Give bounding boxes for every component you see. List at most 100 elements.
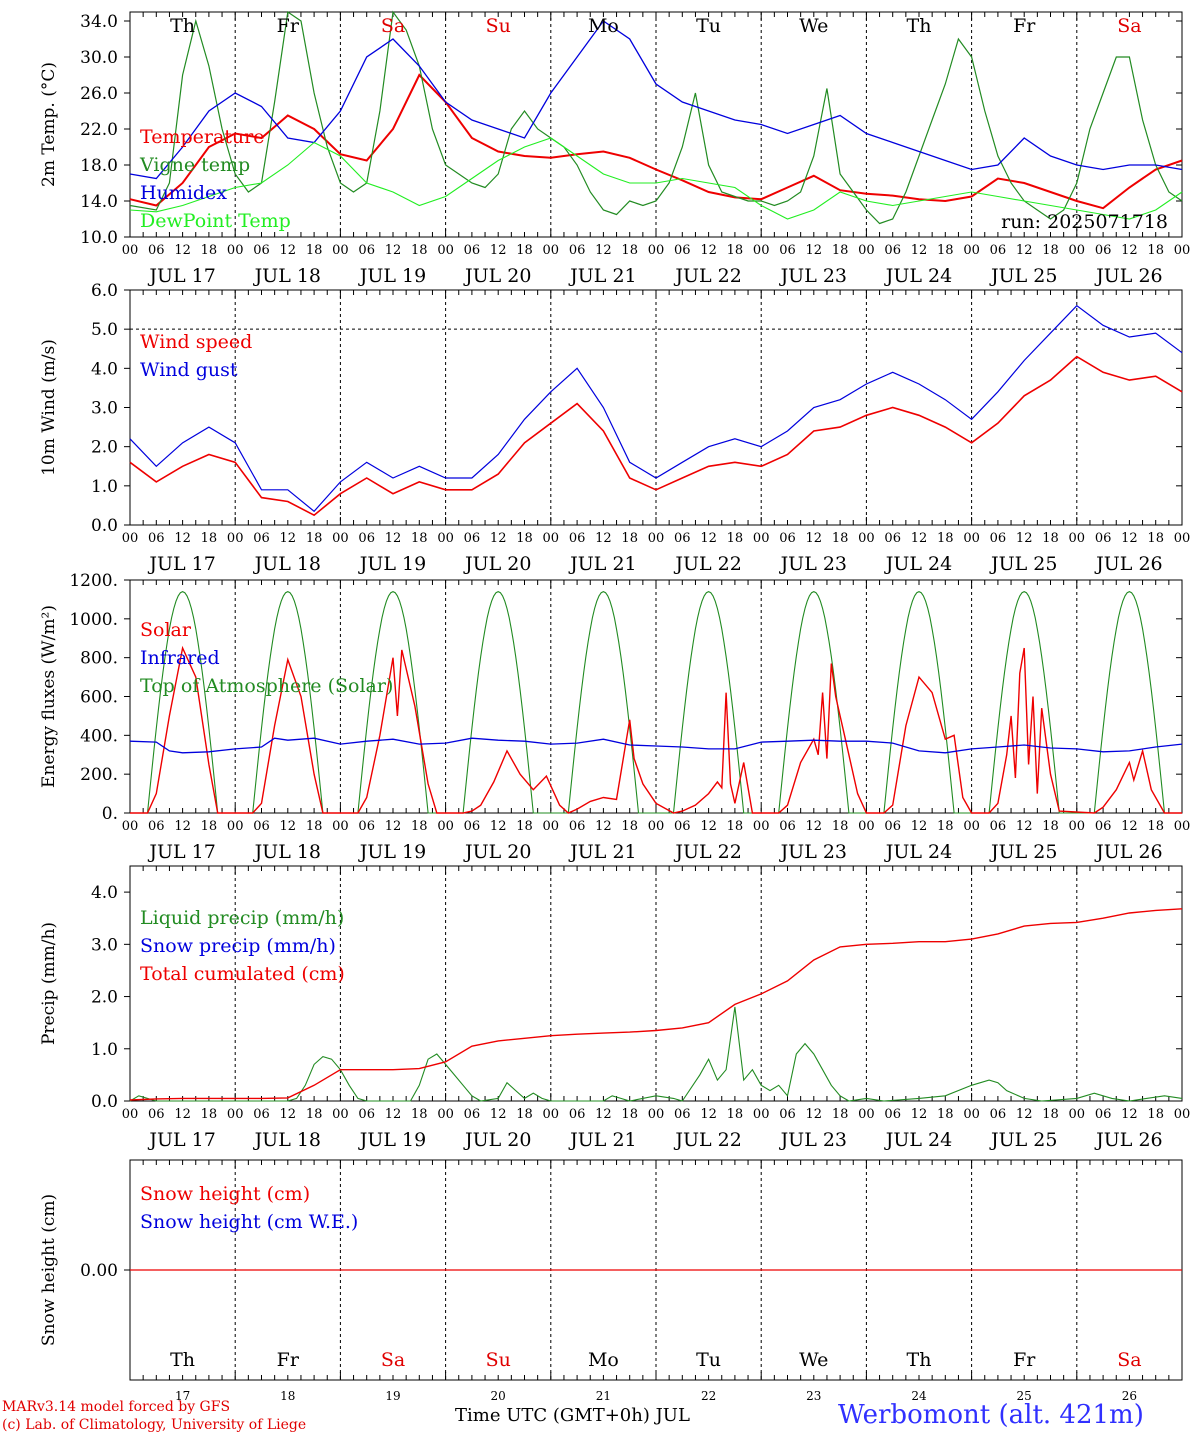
hour-label: 06 bbox=[358, 819, 375, 834]
hour-label: 18 bbox=[1147, 243, 1164, 258]
panel-frame bbox=[129, 11, 1183, 238]
hour-label: 12 bbox=[806, 243, 823, 258]
hour-label: 18 bbox=[937, 243, 954, 258]
weekday-label: We bbox=[799, 15, 828, 37]
hour-label: 00 bbox=[1069, 819, 1086, 834]
y-tick-label: 2.0 bbox=[91, 988, 118, 1008]
y-tick-label: 0. bbox=[102, 804, 118, 824]
y-tick-label: 1000. bbox=[69, 610, 118, 630]
hour-label: 00 bbox=[1174, 243, 1191, 258]
hour-label: 00 bbox=[753, 531, 770, 546]
hour-label: 18 bbox=[937, 1107, 954, 1122]
date-label: JUL 21 bbox=[568, 841, 636, 863]
y-axis-title: 2m Temp. (°C) bbox=[39, 62, 59, 187]
hour-label: 18 bbox=[937, 531, 954, 546]
hour-label: 12 bbox=[174, 819, 191, 834]
hour-label: 18 bbox=[306, 1107, 323, 1122]
hour-label: 06 bbox=[464, 1107, 481, 1122]
series-line bbox=[129, 73, 1183, 210]
hour-label: 00 bbox=[1174, 1107, 1191, 1122]
day-number-label: 17 bbox=[175, 1389, 190, 1403]
date-label: JUL 20 bbox=[463, 265, 531, 287]
hour-label: 00 bbox=[332, 819, 349, 834]
hour-label: 00 bbox=[543, 819, 560, 834]
hour-label: 12 bbox=[280, 243, 297, 258]
legend-entry: Solar bbox=[140, 619, 192, 641]
hour-label: 00 bbox=[122, 531, 139, 546]
weekday-label: Sa bbox=[381, 1349, 405, 1371]
hour-label: 00 bbox=[858, 531, 875, 546]
hour-label: 00 bbox=[858, 1107, 875, 1122]
panel-2: 0.0 1.0 2.0 3.0 4.0 5.0 6.0 10m Wind (m/s) Wind … bbox=[39, 281, 1190, 575]
hour-label: 12 bbox=[490, 531, 507, 546]
y-tick-label: 26.0 bbox=[80, 84, 118, 104]
hour-label: 06 bbox=[148, 531, 165, 546]
weekday-label: Fr bbox=[1013, 1349, 1036, 1371]
hour-label: 00 bbox=[543, 1107, 560, 1122]
time-axis-label: Time UTC (GMT+0h) JUL bbox=[455, 1405, 690, 1426]
hour-label: 12 bbox=[700, 1107, 717, 1122]
hour-label: 18 bbox=[832, 243, 849, 258]
hour-label: 00 bbox=[227, 531, 244, 546]
hour-label: 06 bbox=[148, 1107, 165, 1122]
hour-label: 00 bbox=[122, 243, 139, 258]
hour-label: 12 bbox=[280, 819, 297, 834]
panel-5: 0.00 Snow height (cm) Snow height (cm) Snow… bbox=[39, 1159, 1183, 1403]
hour-label: 18 bbox=[727, 243, 744, 258]
hour-label: 06 bbox=[779, 819, 796, 834]
hour-label: 12 bbox=[1016, 819, 1033, 834]
hour-label: 00 bbox=[753, 243, 770, 258]
date-label: JUL 21 bbox=[568, 553, 636, 575]
hour-label: 18 bbox=[621, 1107, 638, 1122]
hour-label: 18 bbox=[516, 531, 533, 546]
date-label: JUL 19 bbox=[358, 265, 426, 287]
y-tick-label: 1200. bbox=[69, 571, 118, 591]
hour-label: 12 bbox=[385, 819, 402, 834]
hour-label: 06 bbox=[990, 531, 1007, 546]
hour-label: 06 bbox=[253, 1107, 270, 1122]
hour-label: 06 bbox=[569, 819, 586, 834]
weekday-label: Sa bbox=[381, 15, 405, 37]
hour-label: 06 bbox=[674, 531, 691, 546]
legend-entry: DewPoint Temp bbox=[140, 210, 291, 232]
hour-label: 06 bbox=[990, 1107, 1007, 1122]
date-label: JUL 18 bbox=[253, 265, 321, 287]
y-tick-label: 4.0 bbox=[91, 359, 118, 379]
weekday-label: Th bbox=[907, 15, 932, 37]
date-label: JUL 25 bbox=[989, 841, 1057, 863]
day-number-label: 18 bbox=[280, 1389, 295, 1403]
date-label: JUL 22 bbox=[673, 841, 741, 863]
hour-label: 00 bbox=[122, 819, 139, 834]
hour-label: 12 bbox=[595, 1107, 612, 1122]
date-label: JUL 24 bbox=[884, 265, 952, 287]
hour-label: 00 bbox=[227, 1107, 244, 1122]
hour-label: 12 bbox=[174, 1107, 191, 1122]
day-number-label: 25 bbox=[1017, 1389, 1032, 1403]
legend-entry: Liquid precip (mm/h) bbox=[140, 907, 344, 929]
hour-label: 18 bbox=[1147, 1107, 1164, 1122]
hour-label: 06 bbox=[253, 531, 270, 546]
date-label: JUL 17 bbox=[147, 1129, 215, 1151]
hour-label: 06 bbox=[569, 243, 586, 258]
date-label: JUL 17 bbox=[147, 553, 215, 575]
hour-label: 06 bbox=[779, 1107, 796, 1122]
hour-label: 06 bbox=[884, 531, 901, 546]
hour-label: 06 bbox=[674, 819, 691, 834]
date-label: JUL 25 bbox=[989, 553, 1057, 575]
date-label: JUL 26 bbox=[1094, 1129, 1162, 1151]
hour-label: 12 bbox=[700, 819, 717, 834]
date-label: JUL 21 bbox=[568, 1129, 636, 1151]
hour-label: 00 bbox=[437, 1107, 454, 1122]
hour-label: 06 bbox=[569, 531, 586, 546]
y-tick-label: 0.00 bbox=[80, 1261, 118, 1281]
y-tick-label: 10.0 bbox=[80, 228, 118, 248]
hour-label: 18 bbox=[201, 1107, 218, 1122]
date-label: JUL 23 bbox=[779, 1129, 847, 1151]
hour-label: 06 bbox=[674, 1107, 691, 1122]
hour-label: 00 bbox=[1069, 243, 1086, 258]
hour-label: 18 bbox=[727, 819, 744, 834]
hour-label: 12 bbox=[911, 531, 928, 546]
hour-label: 06 bbox=[990, 243, 1007, 258]
hour-label: 06 bbox=[464, 819, 481, 834]
hour-label: 00 bbox=[1069, 531, 1086, 546]
